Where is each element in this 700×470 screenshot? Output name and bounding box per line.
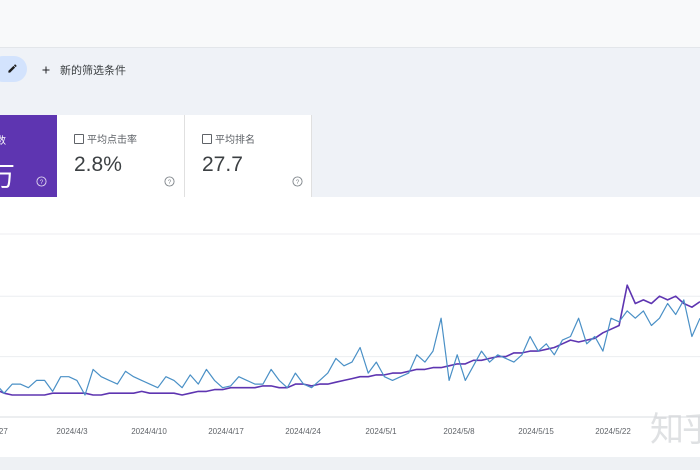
x-tick-label: 2024/4/10 [131, 427, 167, 436]
svg-text:?: ? [168, 179, 172, 186]
plus-icon [42, 66, 50, 74]
line-chart: 2024/3/27 2024/4/3 2024/4/10 2024/4/17 2024/… [0, 233, 700, 436]
metric-card-position[interactable]: 平均排名 27.7 ? [185, 115, 312, 197]
metric-label: 平均排名 [215, 135, 255, 146]
top-bar [0, 0, 700, 47]
x-tick-label: 2024/5/8 [443, 427, 475, 436]
add-filter-label: 新的筛选条件 [60, 65, 126, 77]
series-line-ctr [0, 299, 700, 396]
question-circle-icon[interactable]: ? [36, 176, 47, 187]
bottom-strip [0, 457, 700, 470]
checkbox-icon[interactable] [202, 134, 212, 144]
question-circle-icon[interactable]: ? [164, 176, 175, 187]
question-circle-icon[interactable]: ? [292, 176, 303, 187]
x-tick-label: 2024/4/3 [56, 427, 88, 436]
watermark: 知乎 [650, 411, 700, 449]
filter-bar [0, 48, 700, 115]
x-tick-label: 2024/5/15 [518, 427, 554, 436]
date-filter-chip[interactable] [0, 56, 27, 82]
divider [0, 47, 700, 48]
performance-chart: 2024/3/27 2024/4/3 2024/4/10 2024/4/17 2024/… [0, 197, 700, 457]
metric-value: 27.7 [202, 153, 243, 176]
svg-text:?: ? [296, 179, 300, 186]
metric-label: 数 [0, 136, 6, 147]
checkbox-icon[interactable] [74, 134, 84, 144]
metric-card-impressions[interactable]: 数 万 ? [0, 115, 57, 197]
x-tick-label: 2024/5/1 [365, 427, 397, 436]
x-tick-label: 2024/3/27 [0, 427, 8, 436]
series-line-impressions [0, 284, 700, 396]
x-tick-label: 2024/4/17 [208, 427, 244, 436]
x-tick-label: 2024/5/22 [595, 427, 631, 436]
pencil-icon[interactable] [7, 63, 18, 74]
metric-label: 平均点击率 [87, 135, 137, 146]
svg-text:?: ? [40, 179, 44, 186]
add-filter-button[interactable]: 新的筛选条件 [40, 61, 126, 79]
x-tick-label: 2024/4/24 [285, 427, 321, 436]
metric-value: 2.8% [74, 153, 122, 176]
metric-card-ctr[interactable]: 平均点击率 2.8% ? [57, 115, 185, 197]
metric-value: 万 [0, 162, 15, 192]
